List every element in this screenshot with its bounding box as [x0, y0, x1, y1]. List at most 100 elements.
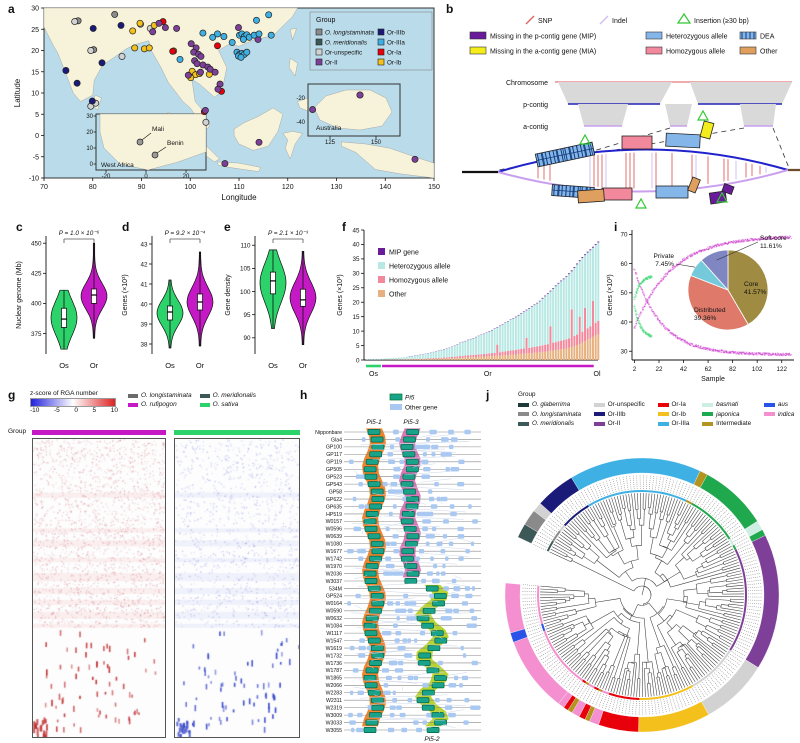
svg-text:450: 450	[31, 241, 42, 248]
svg-text:60: 60	[620, 261, 628, 268]
svg-text:Os: Os	[59, 361, 69, 370]
rga-heatmap-right	[174, 438, 300, 738]
svg-text:Missing in the a-contig gene (: Missing in the a-contig gene (MIA)	[490, 49, 596, 56]
panel-e-violin: 90 95 100 105 110 Gene density Os Or P = 2.1 × 1…	[221, 222, 327, 384]
svg-text:W1084: W1084	[326, 624, 343, 630]
svg-text:GP524: GP524	[326, 594, 342, 600]
bars	[366, 241, 600, 360]
panel-label-g: g	[8, 388, 16, 402]
colorbar-title: z-score of RGA number	[30, 390, 98, 397]
legend-swatch	[763, 412, 775, 417]
svg-text:Other gene: Other gene	[405, 405, 438, 412]
svg-text:Os: Os	[165, 361, 175, 370]
svg-text:130: 130	[331, 184, 343, 191]
phylo-legend-item: Or-IIIa	[657, 419, 696, 429]
legend-swatch	[702, 422, 714, 427]
panel-b-diagram: SNP Indel Insertion (≥30 bp) Missing in the…	[440, 2, 800, 214]
svg-text:Homozygous allele: Homozygous allele	[666, 49, 725, 56]
svg-text:GP505: GP505	[326, 467, 342, 473]
svg-text:Heterozygous allele: Heterozygous allele	[666, 34, 728, 41]
svg-text:W1742: W1742	[326, 556, 343, 562]
legend-label: japonica	[716, 410, 740, 418]
svg-text:375: 375	[31, 331, 42, 338]
phylo-legend-title: Group	[518, 391, 536, 398]
svg-text:GP117: GP117	[326, 452, 342, 458]
svg-text:MIP gene: MIP gene	[389, 250, 419, 257]
legend-label: O. sativa	[212, 401, 239, 408]
phylo-legend-item: Or-IIIb	[593, 410, 651, 420]
phylo-legend-item: Or-II	[593, 419, 651, 429]
phylo-legend-item: O. meridionalis	[518, 419, 587, 429]
panel-i-pangenome: 30 40 50 60 70 2 22 42 62 82 102 122 Genes (×10³) Sam…	[604, 222, 800, 386]
svg-text:40: 40	[620, 319, 628, 326]
svg-text:SNP: SNP	[538, 18, 553, 25]
violin-axis: 375 400 425 450 Nuclear genome (Mb)	[16, 236, 47, 354]
svg-text:30: 30	[352, 271, 360, 278]
svg-text:Or: Or	[299, 361, 308, 370]
violin-axis: 38 39 40 41 42 43 Genes (×10³)	[122, 236, 153, 354]
svg-text:P = 2.1 × 10⁻³: P = 2.1 × 10⁻³	[268, 230, 309, 237]
phylo-legend-item: Or-Ia	[657, 400, 696, 410]
svg-text:Nuclear genome (Mb): Nuclear genome (Mb)	[16, 261, 23, 329]
b-legend: SNP Indel Insertion (≥30 bp) Missing in the…	[469, 12, 778, 56]
legend-swatch	[593, 422, 605, 427]
violin-axis: 90 95 100 105 110 Gene density	[225, 236, 256, 354]
svg-text:62: 62	[705, 366, 713, 373]
svg-text:Or-unspecific: Or-unspecific	[325, 50, 362, 57]
svg-text:40: 40	[140, 301, 148, 308]
legend-label: basmati	[716, 400, 739, 408]
svg-text:30: 30	[620, 349, 628, 356]
legend-label: O. rufipogon	[141, 401, 177, 408]
stacked-bar-svg: 0 5 10 15 20 25 30 35 40 45 Genes (×10³) Os Or Ol MIP …	[337, 227, 601, 378]
legend-swatch	[518, 402, 529, 407]
violin-Or: Or	[186, 251, 214, 370]
legend-swatch	[593, 412, 605, 417]
svg-text:Sample: Sample	[701, 376, 725, 383]
svg-text:W2066: W2066	[326, 683, 343, 689]
h-ribbons	[362, 428, 449, 727]
svg-text:Missing in the p-contig gene (: Missing in the p-contig gene (MIP)	[490, 34, 596, 41]
legend-label: indica	[777, 410, 795, 418]
panel-label-f: f	[342, 220, 346, 234]
legend-label: O. longistaminata	[141, 392, 192, 399]
violin-Os: Os	[259, 249, 287, 370]
panel-label-e: e	[224, 220, 231, 234]
panel-label-d: d	[122, 220, 130, 234]
svg-text:25: 25	[31, 27, 39, 34]
svg-text:W1547: W1547	[326, 638, 343, 644]
svg-text:W3033: W3033	[326, 720, 343, 726]
svg-text:W1732: W1732	[326, 653, 343, 659]
legend-swatch	[593, 402, 605, 407]
legend-label: Or-II	[607, 420, 621, 428]
species-legend-item: O. sativa	[199, 401, 256, 408]
svg-text:110: 110	[233, 184, 244, 191]
bar-group-axis: Os Or Ol	[366, 364, 601, 378]
svg-text:W2283: W2283	[326, 691, 343, 697]
svg-text:0: 0	[356, 357, 360, 364]
species-legend-item: O. meridionalis	[199, 392, 256, 399]
svg-text:Latitude: Latitude	[13, 78, 22, 107]
svg-text:O. meridionalis: O. meridionalis	[325, 40, 368, 47]
svg-text:11.61%: 11.61%	[760, 243, 782, 250]
tree-branches	[539, 493, 744, 698]
svg-text:90: 90	[243, 335, 251, 342]
svg-text:W0157: W0157	[326, 519, 343, 525]
svg-text:15: 15	[31, 69, 39, 76]
svg-text:30: 30	[86, 114, 93, 120]
violin-svg-nuclear-genome: 375 400 425 450 Nuclear genome (Mb) Os Or P = 1…	[16, 230, 108, 370]
svg-text:HP519: HP519	[326, 512, 342, 518]
legend-swatch	[702, 402, 714, 407]
phylo-legend-item: basmati	[702, 400, 757, 410]
svg-text:-10: -10	[29, 176, 39, 183]
svg-text:122: 122	[776, 366, 787, 373]
svg-text:Homozygous allele: Homozygous allele	[389, 278, 448, 285]
svg-text:Private: Private	[653, 253, 674, 260]
svg-text:GP58: GP58	[329, 489, 342, 495]
svg-text:W0639: W0639	[326, 534, 343, 540]
svg-text:Group: Group	[316, 17, 336, 24]
phylo-legend-item: japonica	[702, 410, 757, 420]
colorbar-gradient	[30, 398, 116, 407]
svg-text:30: 30	[31, 6, 39, 13]
svg-text:Pi5-1: Pi5-1	[366, 419, 382, 426]
svg-text:W2319: W2319	[326, 705, 343, 711]
